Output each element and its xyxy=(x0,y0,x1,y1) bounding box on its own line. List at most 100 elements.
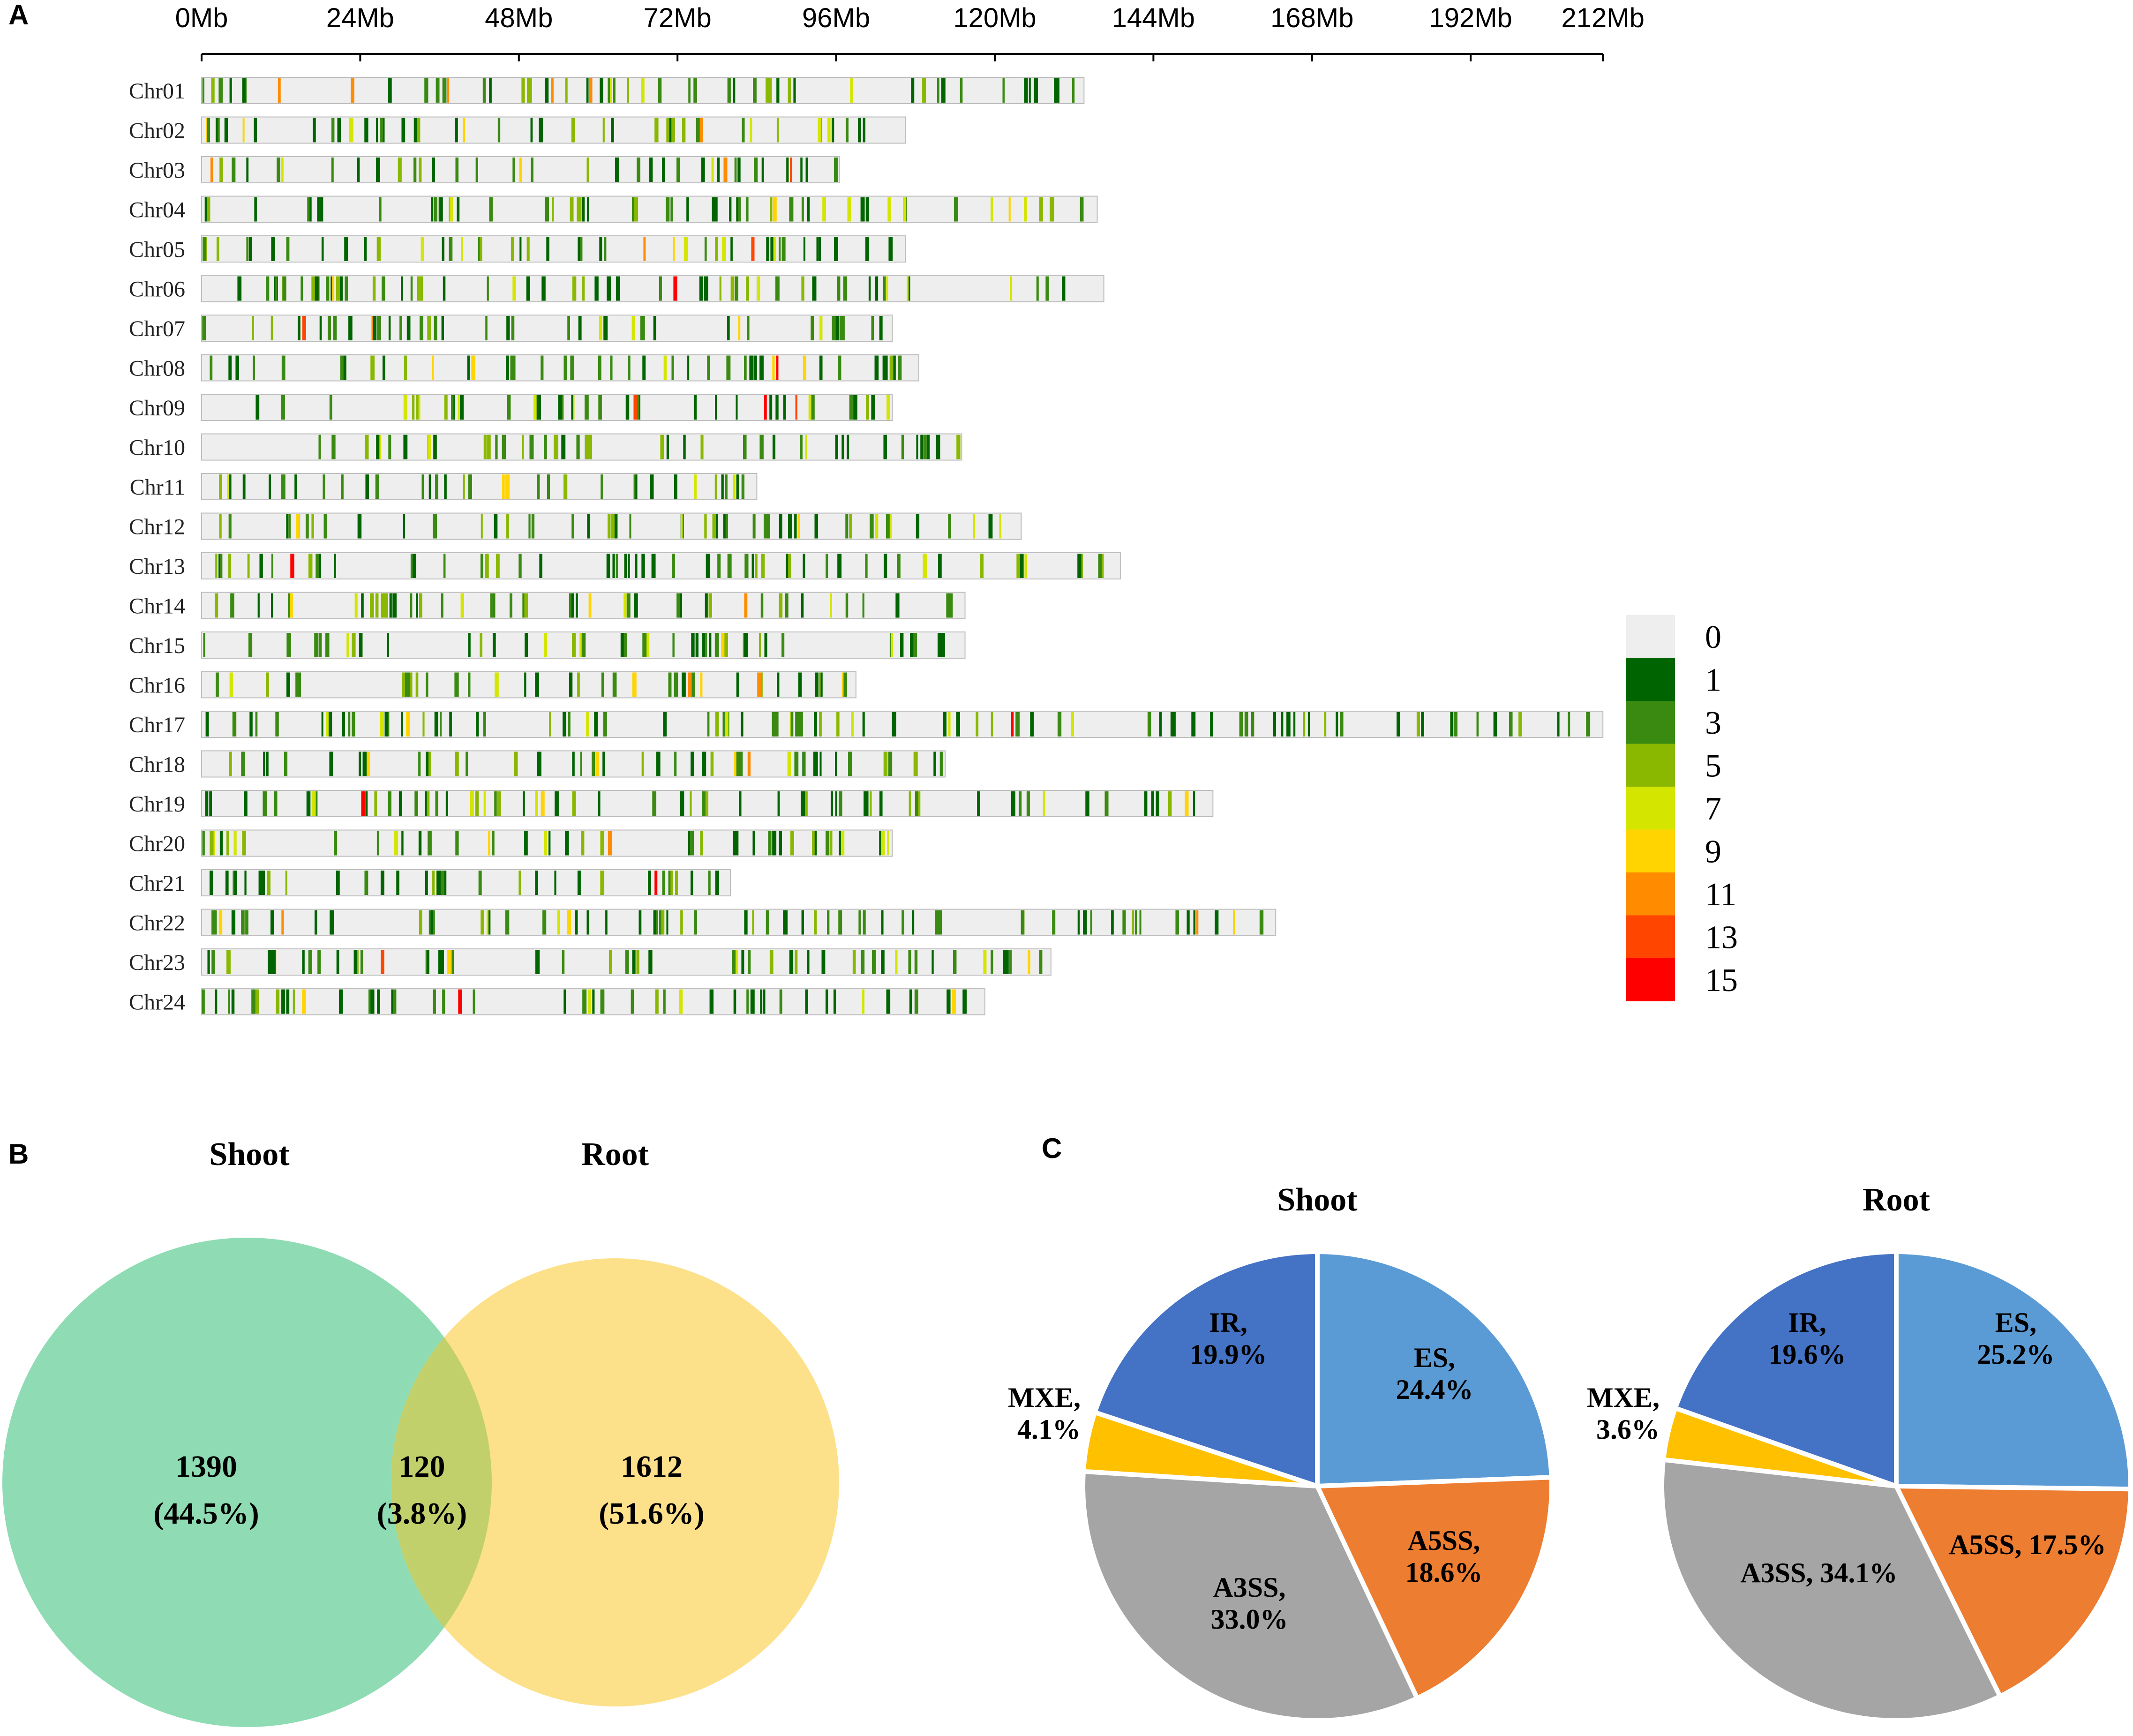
density-mark xyxy=(380,118,383,143)
density-mark xyxy=(616,158,619,182)
pie-slice xyxy=(1315,1249,1554,1488)
chromosome-bar xyxy=(201,235,906,263)
density-mark xyxy=(700,831,703,856)
density-mark xyxy=(216,237,219,261)
density-mark xyxy=(1011,791,1015,816)
density-mark xyxy=(663,355,667,380)
density-mark xyxy=(668,672,672,697)
density-mark xyxy=(1024,78,1028,103)
density-mark xyxy=(211,950,215,974)
density-mark xyxy=(254,197,257,222)
density-mark xyxy=(936,435,940,459)
density-mark xyxy=(544,633,548,657)
density-mark xyxy=(721,633,725,657)
density-mark xyxy=(725,514,729,539)
density-mark xyxy=(226,831,229,856)
density-mark xyxy=(795,712,799,736)
chromosome-bar xyxy=(201,869,731,896)
density-mark xyxy=(914,989,918,1014)
density-mark xyxy=(290,554,294,578)
density-mark xyxy=(882,831,885,856)
density-mark xyxy=(641,554,645,578)
density-mark xyxy=(251,989,255,1014)
density-mark xyxy=(880,316,883,340)
density-mark xyxy=(1132,910,1134,935)
density-mark xyxy=(744,633,748,657)
density-mark xyxy=(216,672,218,697)
density-mark xyxy=(352,712,355,736)
density-mark xyxy=(991,712,993,736)
density-mark xyxy=(759,355,764,380)
density-mark xyxy=(668,871,671,895)
density-mark xyxy=(315,910,317,935)
density-mark xyxy=(953,950,957,974)
density-mark xyxy=(248,633,253,657)
density-mark xyxy=(210,831,214,856)
density-mark xyxy=(318,435,321,459)
density-mark xyxy=(688,78,691,103)
density-mark xyxy=(357,514,362,539)
density-mark xyxy=(699,276,703,301)
density-mark xyxy=(561,435,566,459)
density-mark xyxy=(326,712,329,736)
pie-slice-label: IR, xyxy=(1209,1307,1247,1338)
density-mark xyxy=(776,355,779,380)
density-mark xyxy=(595,752,600,776)
density-mark xyxy=(734,158,737,182)
density-mark xyxy=(544,435,547,459)
x-tick-label: 168Mb xyxy=(1270,3,1353,33)
density-mark xyxy=(325,633,330,657)
density-mark xyxy=(863,910,866,935)
density-mark xyxy=(281,910,284,935)
chromosome-bar xyxy=(201,433,962,461)
density-mark xyxy=(638,395,640,420)
density-mark xyxy=(712,514,717,539)
density-mark xyxy=(635,474,638,499)
density-mark xyxy=(1397,712,1400,736)
panel-label-c: C xyxy=(1042,1133,1062,1164)
density-mark xyxy=(404,355,407,380)
density-mark xyxy=(819,316,823,340)
density-mark xyxy=(832,316,836,340)
density-mark xyxy=(737,158,741,182)
density-mark xyxy=(445,791,448,816)
density-mark xyxy=(602,118,605,143)
density-mark xyxy=(271,593,273,618)
density-mark xyxy=(432,871,435,895)
density-mark xyxy=(388,791,391,816)
density-mark xyxy=(421,237,424,261)
density-mark xyxy=(946,593,950,618)
chromosome-row: Chr20 xyxy=(129,829,893,857)
density-mark xyxy=(991,950,993,974)
density-mark xyxy=(660,435,664,459)
density-mark xyxy=(1028,950,1030,974)
density-mark xyxy=(483,791,486,816)
density-mark xyxy=(384,593,388,618)
density-mark xyxy=(747,752,751,776)
density-mark xyxy=(373,316,377,340)
density-mark xyxy=(830,831,833,856)
chromosome-label: Chr18 xyxy=(129,752,185,777)
pie-slice-label: A3SS, 34.1% xyxy=(1740,1557,1897,1588)
density-mark xyxy=(879,791,883,816)
density-mark xyxy=(205,712,209,736)
density-mark xyxy=(897,554,901,578)
density-mark xyxy=(776,78,780,103)
density-mark xyxy=(716,158,720,182)
density-mark xyxy=(772,355,775,380)
density-mark xyxy=(646,633,650,657)
density-mark xyxy=(603,316,608,340)
density-mark xyxy=(901,435,904,459)
density-mark xyxy=(1039,197,1043,222)
density-mark xyxy=(599,237,602,261)
density-mark xyxy=(779,593,783,618)
density-mark xyxy=(764,395,767,420)
density-mark xyxy=(690,791,692,816)
density-mark xyxy=(938,910,942,935)
density-mark xyxy=(444,474,447,499)
density-mark xyxy=(730,237,733,261)
density-mark xyxy=(1191,712,1196,736)
density-mark xyxy=(888,752,893,776)
pie-slice xyxy=(1894,1249,2133,1492)
density-mark xyxy=(634,593,638,618)
